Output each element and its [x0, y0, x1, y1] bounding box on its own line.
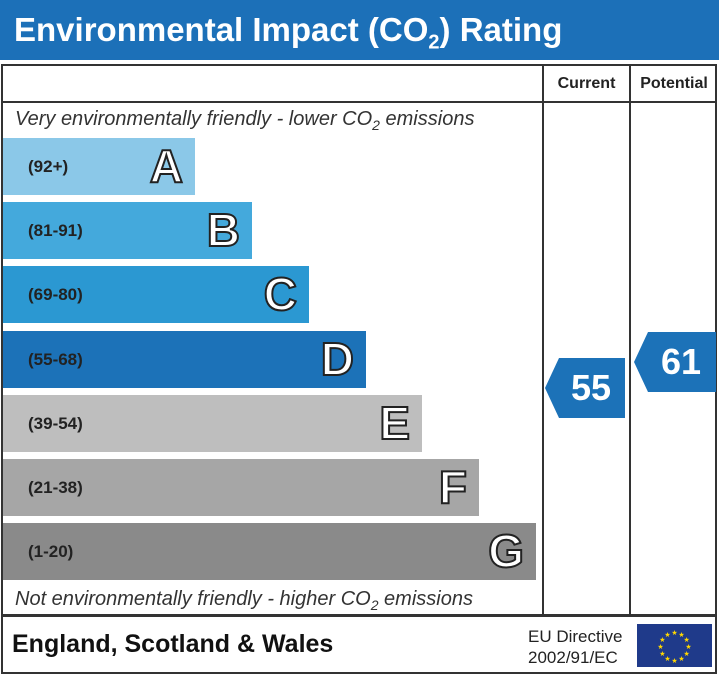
- band-letter: C: [263, 267, 298, 321]
- top-note: Very environmentally friendly - lower CO…: [15, 108, 475, 133]
- divider: [629, 64, 631, 617]
- band-c: (69-80) C: [3, 266, 309, 324]
- star-icon: ★: [678, 631, 684, 639]
- country-label: England, Scotland & Wales: [12, 630, 334, 658]
- band-f: (21-38) F: [3, 459, 479, 516]
- star-icon: ★: [671, 657, 677, 665]
- band-range: (81-91): [28, 221, 83, 241]
- band-e: (39-54) E: [3, 394, 422, 452]
- star-icon: ★: [664, 631, 670, 639]
- eu-flag-icon: ★ ★★★★★★★★★★★: [637, 624, 712, 667]
- band-g: (1-20) G: [3, 523, 536, 581]
- star-icon: ★: [664, 655, 670, 663]
- band-a: (92+) A: [3, 138, 195, 195]
- divider: [1, 101, 717, 103]
- potential-rating-arrow: 61: [634, 332, 716, 392]
- band-range: (39-54): [28, 413, 83, 433]
- bottom-note: Not environmentally friendly - higher CO…: [15, 588, 473, 613]
- divider: [542, 64, 544, 617]
- star-icon: ★: [659, 650, 665, 658]
- current-rating-arrow: 55: [545, 358, 625, 418]
- star-icon: ★: [659, 636, 665, 644]
- band-range: (55-68): [28, 349, 83, 369]
- current-column-header: Current: [557, 75, 616, 92]
- band-letter: E: [378, 396, 411, 450]
- star-icon: ★: [683, 636, 689, 644]
- band-range: (92+): [28, 157, 69, 176]
- star-icon: ★: [678, 655, 684, 663]
- star-icon: ★: [657, 643, 663, 651]
- eu-directive: EU Directive 2002/91/EC: [528, 627, 623, 667]
- band-letter: G: [487, 524, 525, 578]
- band-b: (81-91) B: [3, 202, 252, 260]
- star-icon: ★: [683, 650, 689, 658]
- potential-column-header: Potential: [640, 75, 708, 92]
- footer: [1, 615, 717, 674]
- band-range: (21-38): [28, 478, 83, 497]
- band-range: (1-20): [28, 542, 74, 562]
- band-letter: B: [206, 203, 241, 257]
- band-letter: A: [149, 139, 184, 193]
- chart-title: Environmental Impact (CO2) Rating: [0, 0, 719, 60]
- band-d: (55-68) D: [3, 330, 366, 388]
- band-range: (69-80): [28, 285, 83, 305]
- star-icon: ★: [685, 643, 691, 651]
- band-letter: D: [320, 332, 355, 386]
- band-letter: F: [438, 460, 468, 514]
- star-icon: ★: [671, 629, 677, 637]
